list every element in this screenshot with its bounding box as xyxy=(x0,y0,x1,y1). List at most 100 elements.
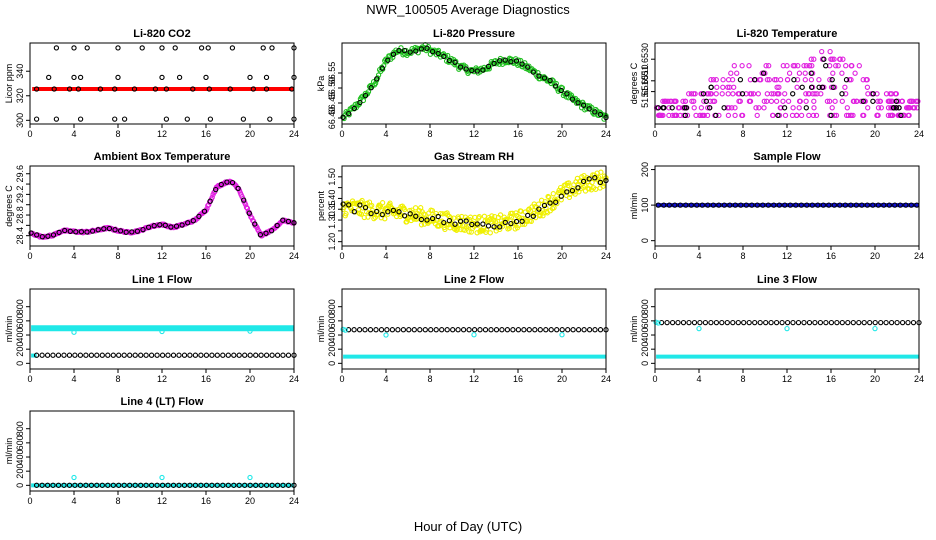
x-tick-label: 4 xyxy=(383,251,388,261)
data-point xyxy=(209,352,215,358)
y-tick-label: 600 xyxy=(15,313,25,328)
data-point xyxy=(229,45,236,51)
data-point xyxy=(285,352,292,358)
data-point xyxy=(225,482,231,488)
data-point xyxy=(181,352,188,358)
data-point xyxy=(600,183,606,189)
data-point xyxy=(888,319,895,326)
data-point xyxy=(163,86,170,92)
x-axis: 0 4 8 12 16 20 24 xyxy=(652,124,924,139)
data-point xyxy=(751,77,758,83)
data-point xyxy=(870,202,876,208)
data-point xyxy=(491,60,497,67)
x-tick-label: 20 xyxy=(557,374,567,384)
y-axis: 1.20 1.301.351.40 1.50 xyxy=(327,168,342,250)
data-point xyxy=(589,179,595,186)
data-point xyxy=(683,105,690,111)
x-tick-label: 0 xyxy=(652,251,657,261)
data-point xyxy=(870,98,876,104)
data-point xyxy=(452,59,458,65)
data-point xyxy=(753,105,759,111)
data-point xyxy=(66,86,73,92)
data-point xyxy=(140,226,146,233)
data-point xyxy=(127,352,133,358)
data-point xyxy=(157,222,163,228)
data-point xyxy=(418,222,425,228)
data-point xyxy=(168,224,174,230)
data-point xyxy=(719,319,725,326)
data-point xyxy=(192,352,199,358)
panel-rh: Gas Stream RH 0 4 8 12 16 20 24 1.20 1.301.351.40… xyxy=(316,151,611,261)
x-tick-label: 16 xyxy=(201,129,211,139)
data-point xyxy=(88,482,95,488)
data-point xyxy=(541,202,548,209)
data-point xyxy=(497,226,503,233)
data-point xyxy=(756,105,762,111)
data-point xyxy=(206,86,212,92)
x-axis: 0 4 8 12 16 20 24 xyxy=(652,369,924,384)
x-tick-label: 20 xyxy=(245,374,255,384)
data-point xyxy=(839,98,845,104)
data-point xyxy=(812,91,818,97)
data-point xyxy=(513,218,520,225)
x-tick-label: 4 xyxy=(71,374,76,384)
data-point xyxy=(829,77,835,83)
panel-title: Sample Flow xyxy=(753,151,821,163)
data-point xyxy=(196,213,202,220)
data-point xyxy=(101,226,107,232)
data-point xyxy=(116,482,122,488)
data-point xyxy=(159,45,165,51)
data-point xyxy=(497,224,503,230)
data-point xyxy=(586,106,592,112)
data-marks xyxy=(340,326,609,359)
x-tick-label: 16 xyxy=(513,129,523,139)
x-tick-label: 16 xyxy=(201,374,211,384)
data-point xyxy=(39,482,45,488)
data-point xyxy=(721,202,727,208)
x-tick-label: 20 xyxy=(870,129,880,139)
data-point xyxy=(779,319,785,326)
data-point xyxy=(739,91,746,97)
y-tick-label: 300 xyxy=(15,113,25,128)
data-point xyxy=(757,319,763,326)
panel-title: Li-820 CO2 xyxy=(133,28,190,40)
data-point xyxy=(227,86,233,92)
data-point xyxy=(862,98,868,104)
y-tick-label: 200 xyxy=(640,162,650,177)
data-point xyxy=(229,179,236,186)
y-axis-label: ml/min xyxy=(629,316,639,343)
data-point xyxy=(115,74,121,81)
data-point xyxy=(816,77,822,83)
data-point xyxy=(580,102,587,108)
data-point xyxy=(51,86,57,92)
x-tick-label: 16 xyxy=(201,496,211,506)
data-point xyxy=(274,222,280,229)
data-point xyxy=(439,327,445,333)
data-point xyxy=(143,482,149,488)
data-point xyxy=(369,202,375,209)
data-point xyxy=(696,325,702,332)
data-marks xyxy=(340,169,609,236)
data-point xyxy=(112,86,118,92)
data-point xyxy=(89,228,96,234)
data-point xyxy=(378,327,385,333)
data-point xyxy=(802,77,808,83)
data-point xyxy=(247,328,253,334)
data-point xyxy=(802,70,808,76)
data-point xyxy=(176,352,182,358)
y-tick-label: 66.40 xyxy=(327,107,337,130)
x-tick-label: 12 xyxy=(469,374,479,384)
data-point xyxy=(66,352,73,358)
data-point xyxy=(842,202,848,208)
data-point xyxy=(908,202,914,208)
data-point xyxy=(848,63,854,69)
data-point xyxy=(724,319,730,326)
data-point xyxy=(131,86,138,92)
data-point xyxy=(890,105,897,111)
x-tick-label: 4 xyxy=(71,129,76,139)
data-point xyxy=(663,98,669,104)
data-point xyxy=(592,327,598,333)
data-point xyxy=(450,327,456,333)
data-point xyxy=(860,98,866,104)
